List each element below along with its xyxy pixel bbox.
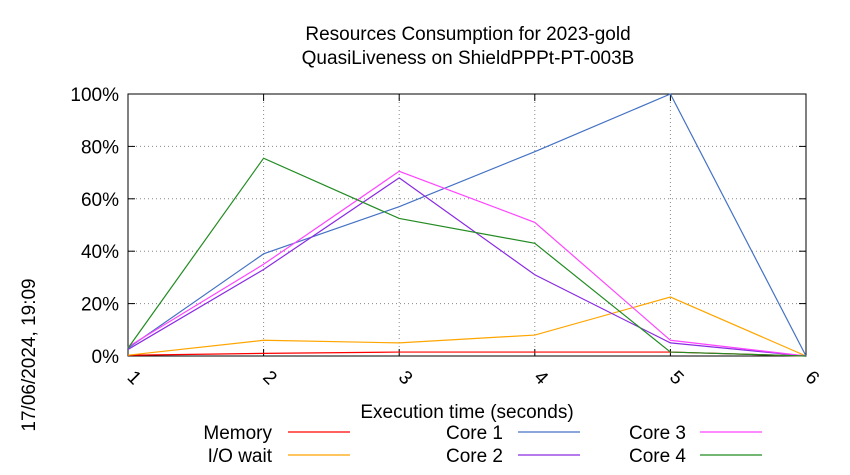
legend-label: Core 2 — [446, 446, 503, 467]
y-tick-label: 20% — [81, 295, 119, 316]
legend-item: Core 4 — [629, 446, 762, 467]
x-tick-label: 6 — [801, 367, 823, 389]
legend-label: Core 4 — [629, 446, 686, 467]
plot-frame — [127, 93, 807, 357]
series-line-core-2 — [127, 177, 807, 357]
series-line-i-o-wait — [127, 296, 807, 357]
chart-title: Resources Consumption for 2023-gold — [305, 24, 630, 45]
x-tick-label: 1 — [123, 367, 145, 389]
legend-item: Core 3 — [629, 423, 762, 444]
legend-label: I/O wait — [208, 446, 273, 467]
y-tick-label: 40% — [81, 242, 119, 263]
x-axis-label: Execution time (seconds) — [360, 402, 573, 423]
legend-item: Core 1 — [446, 423, 580, 444]
y-tick-label: 60% — [81, 190, 119, 211]
legend-item: I/O wait — [208, 446, 350, 467]
x-tick-label: 3 — [394, 367, 416, 389]
timestamp-label: 17/06/2024, 19:09 — [19, 278, 40, 431]
series-line-core-4 — [127, 157, 807, 357]
y-axis: 0% 20% 40% 60% 80% 100% — [70, 85, 806, 368]
x-tick-label: 4 — [530, 367, 553, 390]
series-line-core-1 — [127, 93, 807, 357]
x-tick-label: 5 — [665, 367, 687, 389]
legend-label: Core 1 — [446, 423, 503, 444]
y-tick-label: 100% — [70, 85, 119, 106]
series-lines — [127, 93, 807, 357]
legend-label: Memory — [203, 423, 272, 444]
y-tick-label: 0% — [92, 347, 120, 368]
chart-subtitle: QuasiLiveness on ShieldPPPt-PT-003B — [302, 48, 635, 69]
legend-label: Core 3 — [629, 423, 686, 444]
series-line-core-3 — [127, 170, 807, 357]
grid-lines — [128, 94, 806, 356]
legend-item: Memory — [203, 423, 350, 444]
legend-item: Core 2 — [446, 446, 580, 467]
x-tick-label: 2 — [258, 367, 280, 389]
y-tick-label: 80% — [81, 137, 119, 158]
